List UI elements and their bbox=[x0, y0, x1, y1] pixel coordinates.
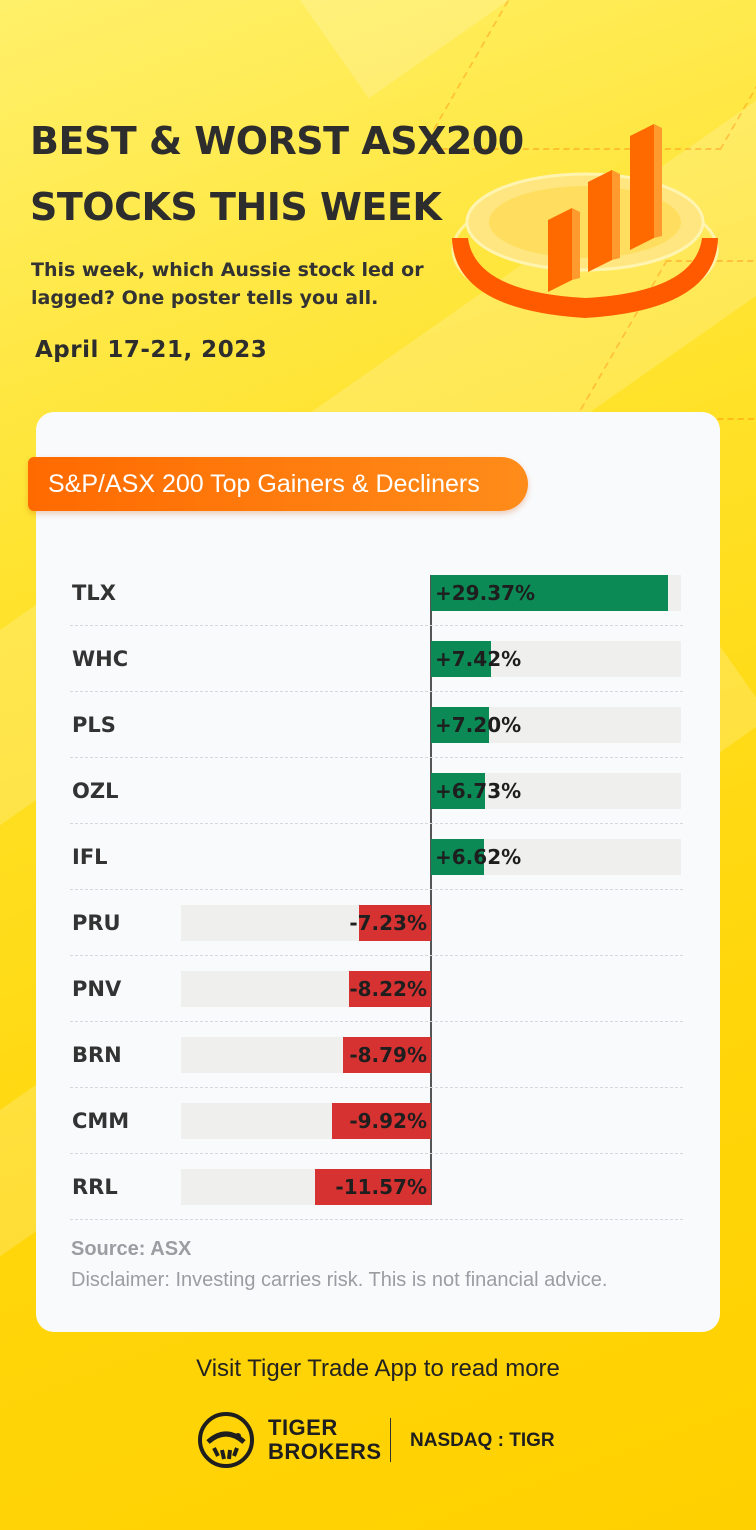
category-label: CMM bbox=[72, 1109, 130, 1133]
gainer-bar bbox=[431, 839, 485, 875]
category-label: OZL bbox=[72, 779, 119, 803]
value-label: +7.20% bbox=[435, 713, 522, 737]
category-label: BRN bbox=[72, 1043, 122, 1067]
gainer-bar bbox=[431, 707, 490, 743]
row-separator bbox=[70, 1021, 683, 1022]
row-separator bbox=[70, 823, 683, 824]
visit-app-text[interactable]: Visit Tiger Trade App to read more bbox=[196, 1355, 560, 1382]
row-separator bbox=[70, 1219, 683, 1220]
zero-axis-line bbox=[430, 575, 432, 1205]
value-label: -7.23% bbox=[349, 911, 427, 935]
category-label: IFL bbox=[72, 845, 108, 869]
row-separator bbox=[70, 1153, 683, 1154]
value-label: -8.22% bbox=[349, 977, 427, 1001]
category-label: WHC bbox=[72, 647, 129, 671]
disclaimer-note: Disclaimer: Investing carries risk. This… bbox=[71, 1269, 608, 1291]
category-label: RRL bbox=[72, 1175, 118, 1199]
brand-line-2: BROKERS bbox=[268, 1439, 382, 1464]
decliner-bar bbox=[358, 905, 431, 941]
gainer-bar bbox=[431, 575, 668, 611]
decliner-bar bbox=[331, 1103, 431, 1139]
brand-name: TIGER BROKERS bbox=[268, 1416, 382, 1464]
value-label: -8.79% bbox=[349, 1043, 427, 1067]
decliner-bar bbox=[348, 971, 431, 1007]
row-separator bbox=[70, 625, 683, 626]
nasdaq-ticker: NASDAQ : TIGR bbox=[410, 1430, 555, 1451]
value-label: +6.73% bbox=[435, 779, 522, 803]
gainer-bar bbox=[431, 773, 486, 809]
value-label: +6.62% bbox=[435, 845, 522, 869]
bar-chart-3d-icon bbox=[451, 124, 719, 318]
value-label: +29.37% bbox=[435, 581, 536, 605]
gainer-bar bbox=[431, 641, 491, 677]
value-label: -9.92% bbox=[349, 1109, 427, 1133]
category-label: PRU bbox=[72, 911, 121, 935]
decliner-bar bbox=[315, 1169, 431, 1205]
category-label: PLS bbox=[72, 713, 116, 737]
row-separator bbox=[70, 757, 683, 758]
page-title: BEST & WORST ASX200 STOCKS THIS WEEK bbox=[30, 119, 524, 229]
row-separator bbox=[70, 955, 683, 956]
tiger-logo-icon bbox=[198, 1412, 254, 1468]
brand-line-1: TIGER bbox=[268, 1415, 338, 1440]
value-label: -11.57% bbox=[335, 1175, 427, 1199]
footer-branding: TIGER BROKERS NASDAQ : TIGR bbox=[198, 1410, 598, 1470]
row-separator bbox=[70, 889, 683, 890]
category-label: PNV bbox=[72, 977, 122, 1001]
row-separator bbox=[70, 1087, 683, 1088]
category-label: TLX bbox=[72, 581, 116, 605]
value-label: +7.42% bbox=[435, 647, 522, 671]
source-note: Source: ASX bbox=[71, 1238, 192, 1260]
row-separator bbox=[70, 691, 683, 692]
footer-divider bbox=[390, 1418, 391, 1462]
page-subtitle: This week, which Aussie stock led or lag… bbox=[31, 259, 424, 309]
date-range: April 17-21, 2023 bbox=[35, 337, 268, 363]
decliner-bar bbox=[342, 1037, 431, 1073]
chart-title-pill: S&P/ASX 200 Top Gainers & Decliners bbox=[28, 457, 528, 511]
